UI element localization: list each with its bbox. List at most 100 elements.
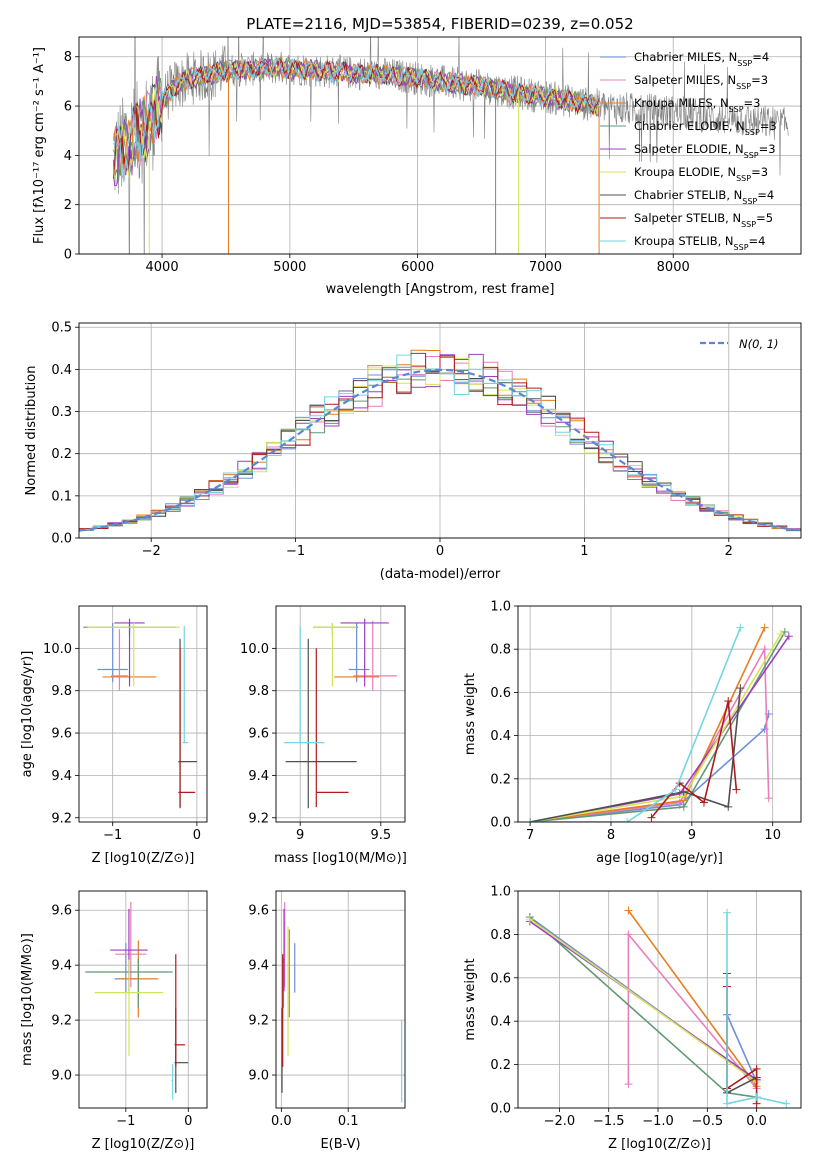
x-tick-label: 8000 xyxy=(657,260,690,275)
x-axis-label: age [log10(age/yr)] xyxy=(596,851,723,866)
axes-frame xyxy=(78,322,802,539)
age-vs-metallicity-panel: −1 0 9.2 9.4 9.6 9.8 10.0 Z [log10(Z/Z⊙)] age [l… xyxy=(20,605,208,866)
x-tick-label: 8 xyxy=(607,828,615,843)
y-tick-label: 0.1 xyxy=(51,489,72,504)
legend-subscript: SSP xyxy=(745,128,760,137)
x-tick-label: −1 xyxy=(116,1114,135,1129)
y-tick-label: 0.3 xyxy=(51,405,72,420)
legend-series-name: Salpeter STELIB, N xyxy=(634,211,741,225)
legend-label: Salpeter ELODIE, NSSP=3 xyxy=(634,142,776,160)
legend-label: Chabrier ELODIE, NSSP=3 xyxy=(634,119,777,137)
legend-subscript: SSP xyxy=(736,82,751,91)
y-tick-label: 0.4 xyxy=(51,363,72,378)
plot-area xyxy=(85,901,189,1100)
y-axis-label: age [log10(age/yr)] xyxy=(20,651,35,778)
y-tick-label: 4 xyxy=(64,149,72,164)
x-axis-label: Z [log10(Z/Z⊙)] xyxy=(92,1137,195,1152)
legend-count: =3 xyxy=(744,96,761,110)
gaussian-legend-label: N(0, 1) xyxy=(739,337,779,351)
legend-series-name: Salpeter MILES, N xyxy=(634,73,736,87)
legend-count: =3 xyxy=(760,119,777,133)
x-tick-label: 9.5 xyxy=(370,828,391,843)
legend-count: =4 xyxy=(752,50,769,64)
axes-frame xyxy=(517,605,802,823)
age-vs-mass-panel: 9 9.5 9.2 9.4 9.6 9.8 10.0 mass [log10(M/M⊙)] xyxy=(240,605,407,866)
mass-weight-line-kroupa-stelib xyxy=(726,912,787,1105)
y-tick-label: 0.2 xyxy=(490,1058,511,1073)
plot-area xyxy=(284,618,397,809)
legend-subscript: SSP xyxy=(734,243,749,252)
legend-label: Salpeter MILES, NSSP=3 xyxy=(634,73,768,91)
y-tick-label: 9.8 xyxy=(51,684,72,699)
y-tick-label: 9.2 xyxy=(248,1014,269,1029)
x-tick-label: −2 xyxy=(142,544,161,559)
legend-count: =4 xyxy=(749,234,766,248)
mass-weight-line-chabrier-stelib xyxy=(529,688,742,822)
y-axis-label: mass weight xyxy=(463,958,478,1040)
y-axis-label: mass weight xyxy=(463,673,478,755)
legend-count: =4 xyxy=(757,188,774,202)
mass-weight-line-salpeter-stelib xyxy=(726,986,758,1104)
legend-subscript: SSP xyxy=(737,59,752,68)
y-tick-label: 9.0 xyxy=(51,1069,72,1084)
y-axis-label: Normed distribution xyxy=(24,366,39,496)
axes-frame xyxy=(78,890,208,1109)
mass-weight-line-chabrier-elodie xyxy=(530,631,786,822)
plot-area xyxy=(113,37,789,254)
y-tick-label: 0.2 xyxy=(51,447,72,462)
x-axis-label: mass [log10(M/M⊙)] xyxy=(274,851,407,866)
legend-subscript: SSP xyxy=(741,220,756,229)
legend-label: Salpeter STELIB, NSSP=5 xyxy=(634,211,773,229)
axes-frame xyxy=(275,605,406,823)
legend-series-name: Chabrier ELODIE, N xyxy=(634,119,745,133)
y-tick-label: 9.8 xyxy=(248,684,269,699)
y-tick-label: 1.0 xyxy=(490,600,511,615)
y-axis-label: Flux [fλ10⁻¹⁷ erg cm⁻² s⁻¹ A⁻¹] xyxy=(32,47,47,244)
legend-series-name: Chabrier MILES, N xyxy=(634,50,737,64)
x-tick-label: 4000 xyxy=(146,260,179,275)
legend-label: Kroupa MILES, NSSP=3 xyxy=(634,96,760,114)
legend-count: =3 xyxy=(759,142,776,156)
mass-vs-metallicity-panel: −1 0 9.0 9.2 9.4 9.6 Z [log10(Z/Z⊙)] mass [log1… xyxy=(20,890,208,1152)
x-axis-label: Z [log10(Z/Z⊙)] xyxy=(608,1137,711,1152)
y-tick-label: 9.6 xyxy=(51,727,72,742)
x-tick-label: 9 xyxy=(688,828,696,843)
legend-subscript: SSP xyxy=(729,105,744,114)
y-tick-label: 9.4 xyxy=(51,959,72,974)
legend-subscript: SSP xyxy=(736,174,751,183)
plot-area xyxy=(281,901,403,1103)
x-tick-label: −1.0 xyxy=(642,1114,674,1129)
y-tick-label: 10.0 xyxy=(240,642,269,657)
residual-histogram-kroupa-elodie xyxy=(79,357,801,530)
mass-weight-line-kroupa-stelib xyxy=(530,627,742,822)
legend-series-name: Salpeter ELODIE, N xyxy=(634,142,744,156)
legend-subscript: SSP xyxy=(742,197,757,206)
axes-frame xyxy=(78,605,208,823)
legend-label: Kroupa ELODIE, NSSP=3 xyxy=(634,165,768,183)
legend-subscript: SSP xyxy=(744,151,759,160)
mass-vs-extinction-panel: 0.0 0.1 9.0 9.2 9.4 9.6 E(B-V) xyxy=(248,890,406,1152)
y-tick-label: 0.6 xyxy=(490,971,511,986)
x-tick-label: 10 xyxy=(764,828,781,843)
mass-weight-line-salpeter-elodie xyxy=(529,635,790,822)
x-tick-label: 9 xyxy=(296,828,304,843)
x-tick-label: −2.0 xyxy=(544,1114,576,1129)
x-tick-label: −1 xyxy=(286,544,305,559)
x-tick-label: −0.5 xyxy=(692,1114,724,1129)
x-tick-label: 5000 xyxy=(273,260,306,275)
legend-count: =3 xyxy=(751,73,768,87)
y-tick-label: 0.8 xyxy=(490,643,511,658)
mass-weight-line-chabrier-stelib xyxy=(726,973,757,1095)
mass-weight-vs-age-panel: 7 8 9 10 0.0 0.2 0.4 0.6 0.8 1.0 age [log10(age/yr… xyxy=(463,600,802,866)
y-tick-label: 1.0 xyxy=(490,885,511,900)
y-tick-label: 9.6 xyxy=(248,904,269,919)
y-tick-label: 9.4 xyxy=(248,959,269,974)
x-tick-label: 1 xyxy=(580,544,588,559)
y-tick-label: 10.0 xyxy=(43,642,72,657)
y-tick-label: 0.6 xyxy=(490,686,511,701)
y-tick-label: 9.6 xyxy=(51,904,72,919)
x-axis-label: Z [log10(Z/Z⊙)] xyxy=(92,851,195,866)
legend-series-name: Kroupa ELODIE, N xyxy=(634,165,736,179)
